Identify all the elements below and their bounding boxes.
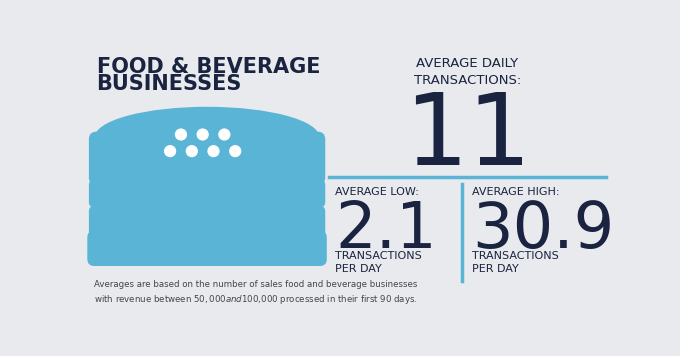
Text: AVERAGE LOW:: AVERAGE LOW: <box>335 187 419 197</box>
FancyBboxPatch shape <box>89 180 325 208</box>
Circle shape <box>208 146 219 157</box>
Text: AVERAGE DAILY
TRANSACTIONS:: AVERAGE DAILY TRANSACTIONS: <box>414 57 521 87</box>
Text: TRANSACTIONS
PER DAY: TRANSACTIONS PER DAY <box>335 251 422 274</box>
FancyBboxPatch shape <box>87 231 327 266</box>
Circle shape <box>186 146 197 157</box>
Ellipse shape <box>95 107 320 168</box>
Text: FOOD & BEVERAGE: FOOD & BEVERAGE <box>97 57 320 77</box>
Circle shape <box>175 129 186 140</box>
Circle shape <box>230 146 241 157</box>
Circle shape <box>197 129 208 140</box>
Text: 11: 11 <box>404 89 531 186</box>
Text: BUSINESSES: BUSINESSES <box>97 74 242 94</box>
Circle shape <box>165 146 175 157</box>
Text: TRANSACTIONS
PER DAY: TRANSACTIONS PER DAY <box>472 251 558 274</box>
FancyBboxPatch shape <box>89 206 325 237</box>
Text: 30.9: 30.9 <box>472 199 614 261</box>
Text: 2.1: 2.1 <box>335 199 437 261</box>
Text: Averages are based on the number of sales food and beverage businesses
with reve: Averages are based on the number of sale… <box>95 280 418 307</box>
FancyBboxPatch shape <box>89 132 325 185</box>
Circle shape <box>219 129 230 140</box>
Text: AVERAGE HIGH:: AVERAGE HIGH: <box>472 187 559 197</box>
